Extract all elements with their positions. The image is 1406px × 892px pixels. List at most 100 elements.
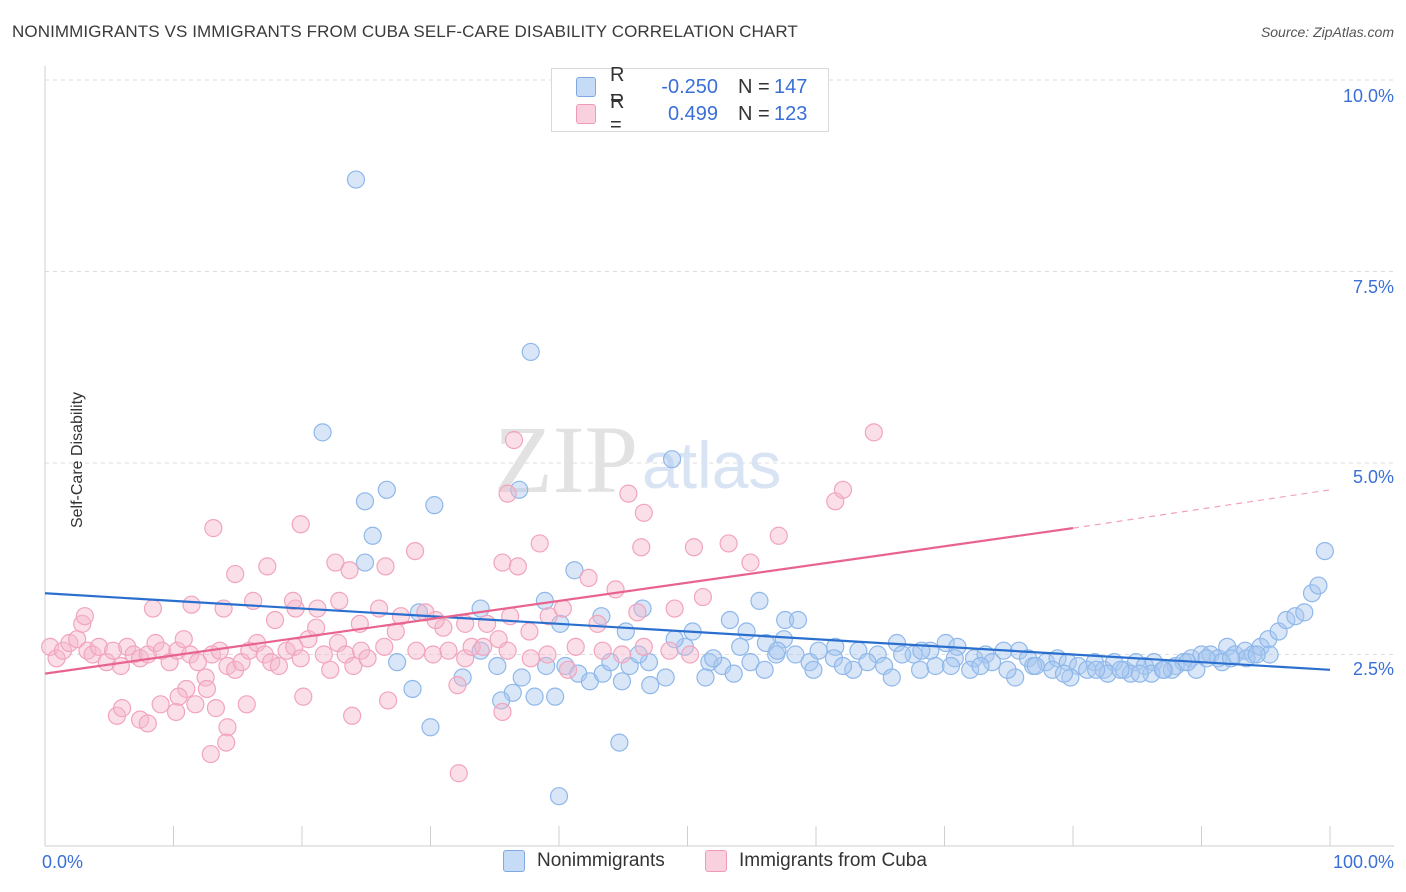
point-nonimmigrants (868, 645, 887, 664)
point-cuba (508, 557, 527, 576)
source-label[interactable]: Source: ZipAtlas.com (1260, 24, 1394, 40)
point-nonimmigrants (346, 170, 366, 189)
point-nonimmigrants (363, 526, 382, 545)
watermark-zip: ZIP (494, 406, 638, 513)
point-cuba (112, 699, 132, 718)
point-cuba (504, 430, 524, 450)
point-cuba (174, 630, 193, 649)
point-cuba (439, 641, 458, 660)
y-tick-label: 2.5% (1352, 659, 1394, 679)
legend-label: Nonimmigrants (537, 850, 665, 871)
point-cuba (579, 568, 598, 588)
point-cuba (493, 702, 512, 722)
point-cuba (294, 687, 313, 706)
legend-swatch-pink (705, 850, 727, 872)
point-cuba (498, 484, 517, 503)
point-nonimmigrants (565, 561, 584, 580)
trend-lines (44, 489, 1331, 675)
point-nonimmigrants (546, 687, 565, 706)
point-cuba (291, 649, 310, 668)
point-cuba (538, 645, 557, 664)
point-cuba (182, 595, 201, 614)
point-nonimmigrants (612, 672, 632, 691)
n-label: N = (738, 102, 770, 125)
axes (44, 66, 1394, 847)
point-cuba (449, 764, 468, 783)
watermark-atlas: atlas (642, 428, 781, 502)
point-nonimmigrants (971, 656, 990, 676)
point-nonimmigrants (403, 679, 422, 699)
point-cuba (143, 599, 163, 618)
point-nonimmigrants (910, 660, 930, 679)
point-cuba (89, 637, 109, 656)
point-cuba (632, 538, 651, 557)
point-cuba (326, 553, 345, 572)
point-cuba (340, 561, 359, 580)
point-cuba (405, 541, 425, 561)
point-nonimmigrants (1286, 607, 1305, 626)
legend-row-cuba: R = 0.499 N = 123 (576, 91, 807, 136)
legend-item-nonimmigrants[interactable]: Nonimmigrants (503, 850, 665, 872)
point-cuba (477, 614, 497, 633)
point-cuba (558, 660, 578, 679)
point-nonimmigrants (858, 653, 877, 672)
point-nonimmigrants (387, 653, 407, 672)
point-cuba (188, 653, 208, 672)
point-nonimmigrants (377, 480, 396, 499)
point-nonimmigrants (720, 610, 740, 630)
legend-swatch-pink (576, 104, 596, 124)
point-cuba (151, 695, 170, 714)
point-nonimmigrants (804, 660, 823, 679)
point-cuba (864, 423, 883, 442)
legend-item-cuba[interactable]: Immigrants from Cuba (705, 850, 927, 872)
point-cuba (553, 599, 572, 618)
point-nonimmigrants (355, 492, 375, 511)
point-nonimmigrants (512, 668, 531, 687)
point-nonimmigrants (662, 450, 682, 469)
point-cuba (378, 691, 398, 710)
point-nonimmigrants (982, 653, 1002, 672)
point-nonimmigrants (656, 668, 675, 687)
point-nonimmigrants (1130, 664, 1149, 683)
y-tick-label: 10.0% (1342, 86, 1394, 106)
point-cuba (407, 641, 426, 660)
point-nonimmigrants (1237, 649, 1256, 668)
point-nonimmigrants (641, 676, 660, 695)
point-nonimmigrants (892, 645, 912, 664)
point-cuba (634, 503, 653, 522)
point-nonimmigrants (1026, 656, 1045, 676)
point-cuba (493, 553, 512, 572)
point-nonimmigrants (525, 687, 544, 706)
legend-swatch-blue (503, 850, 525, 872)
point-cuba (769, 526, 788, 545)
point-nonimmigrants (737, 622, 756, 641)
point-nonimmigrants (704, 649, 723, 668)
point-nonimmigrants (788, 610, 808, 630)
point-cuba (612, 645, 632, 664)
point-cuba (196, 668, 215, 687)
point-nonimmigrants (882, 668, 901, 687)
point-cuba (680, 645, 700, 664)
point-cuba (265, 610, 285, 630)
point-cuba (204, 519, 223, 538)
point-cuba (186, 695, 205, 714)
point-cuba (456, 649, 475, 668)
point-cuba (391, 607, 411, 626)
point-cuba (217, 733, 236, 752)
y-axis-label: Self-Care Disability (69, 391, 87, 529)
point-cuba (169, 687, 188, 706)
point-cuba (330, 591, 349, 610)
point-cuba (226, 564, 245, 584)
point-nonimmigrants (549, 787, 569, 806)
point-nonimmigrants (1197, 649, 1216, 668)
point-nonimmigrants (1111, 660, 1130, 679)
n-value: 147 (774, 75, 808, 98)
point-cuba (474, 637, 493, 656)
point-cuba (693, 587, 713, 607)
point-cuba (660, 641, 679, 660)
point-cuba (376, 557, 395, 576)
point-cuba (434, 618, 453, 637)
grid-lines (45, 79, 1394, 655)
point-cuba (269, 656, 288, 676)
r-value: -0.250 (661, 75, 718, 98)
